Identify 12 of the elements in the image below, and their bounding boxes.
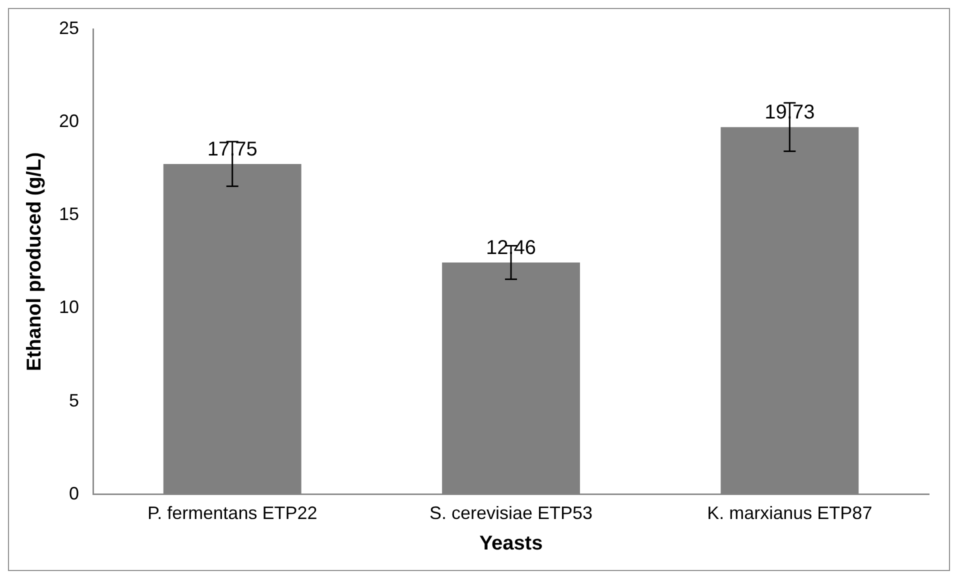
y-tick-label: 10: [58, 297, 80, 318]
data-label: 12.46: [486, 236, 536, 259]
y-axis-title: Ethanol produced (g/L): [24, 152, 46, 372]
y-tick-label: 5: [69, 390, 80, 410]
y-tick-label: 20: [58, 111, 80, 132]
x-tick-label: K. marxianus ETP87: [707, 503, 872, 524]
x-axis-title: Yeasts: [479, 532, 543, 555]
y-tick-label: 25: [58, 18, 80, 38]
y-tick-label: 15: [58, 204, 80, 224]
x-tick-label: S. cerevisiae ETP53: [429, 503, 593, 524]
y-tick-label: 0: [69, 483, 80, 504]
x-tick-label: P. fermentans ETP22: [147, 503, 318, 524]
